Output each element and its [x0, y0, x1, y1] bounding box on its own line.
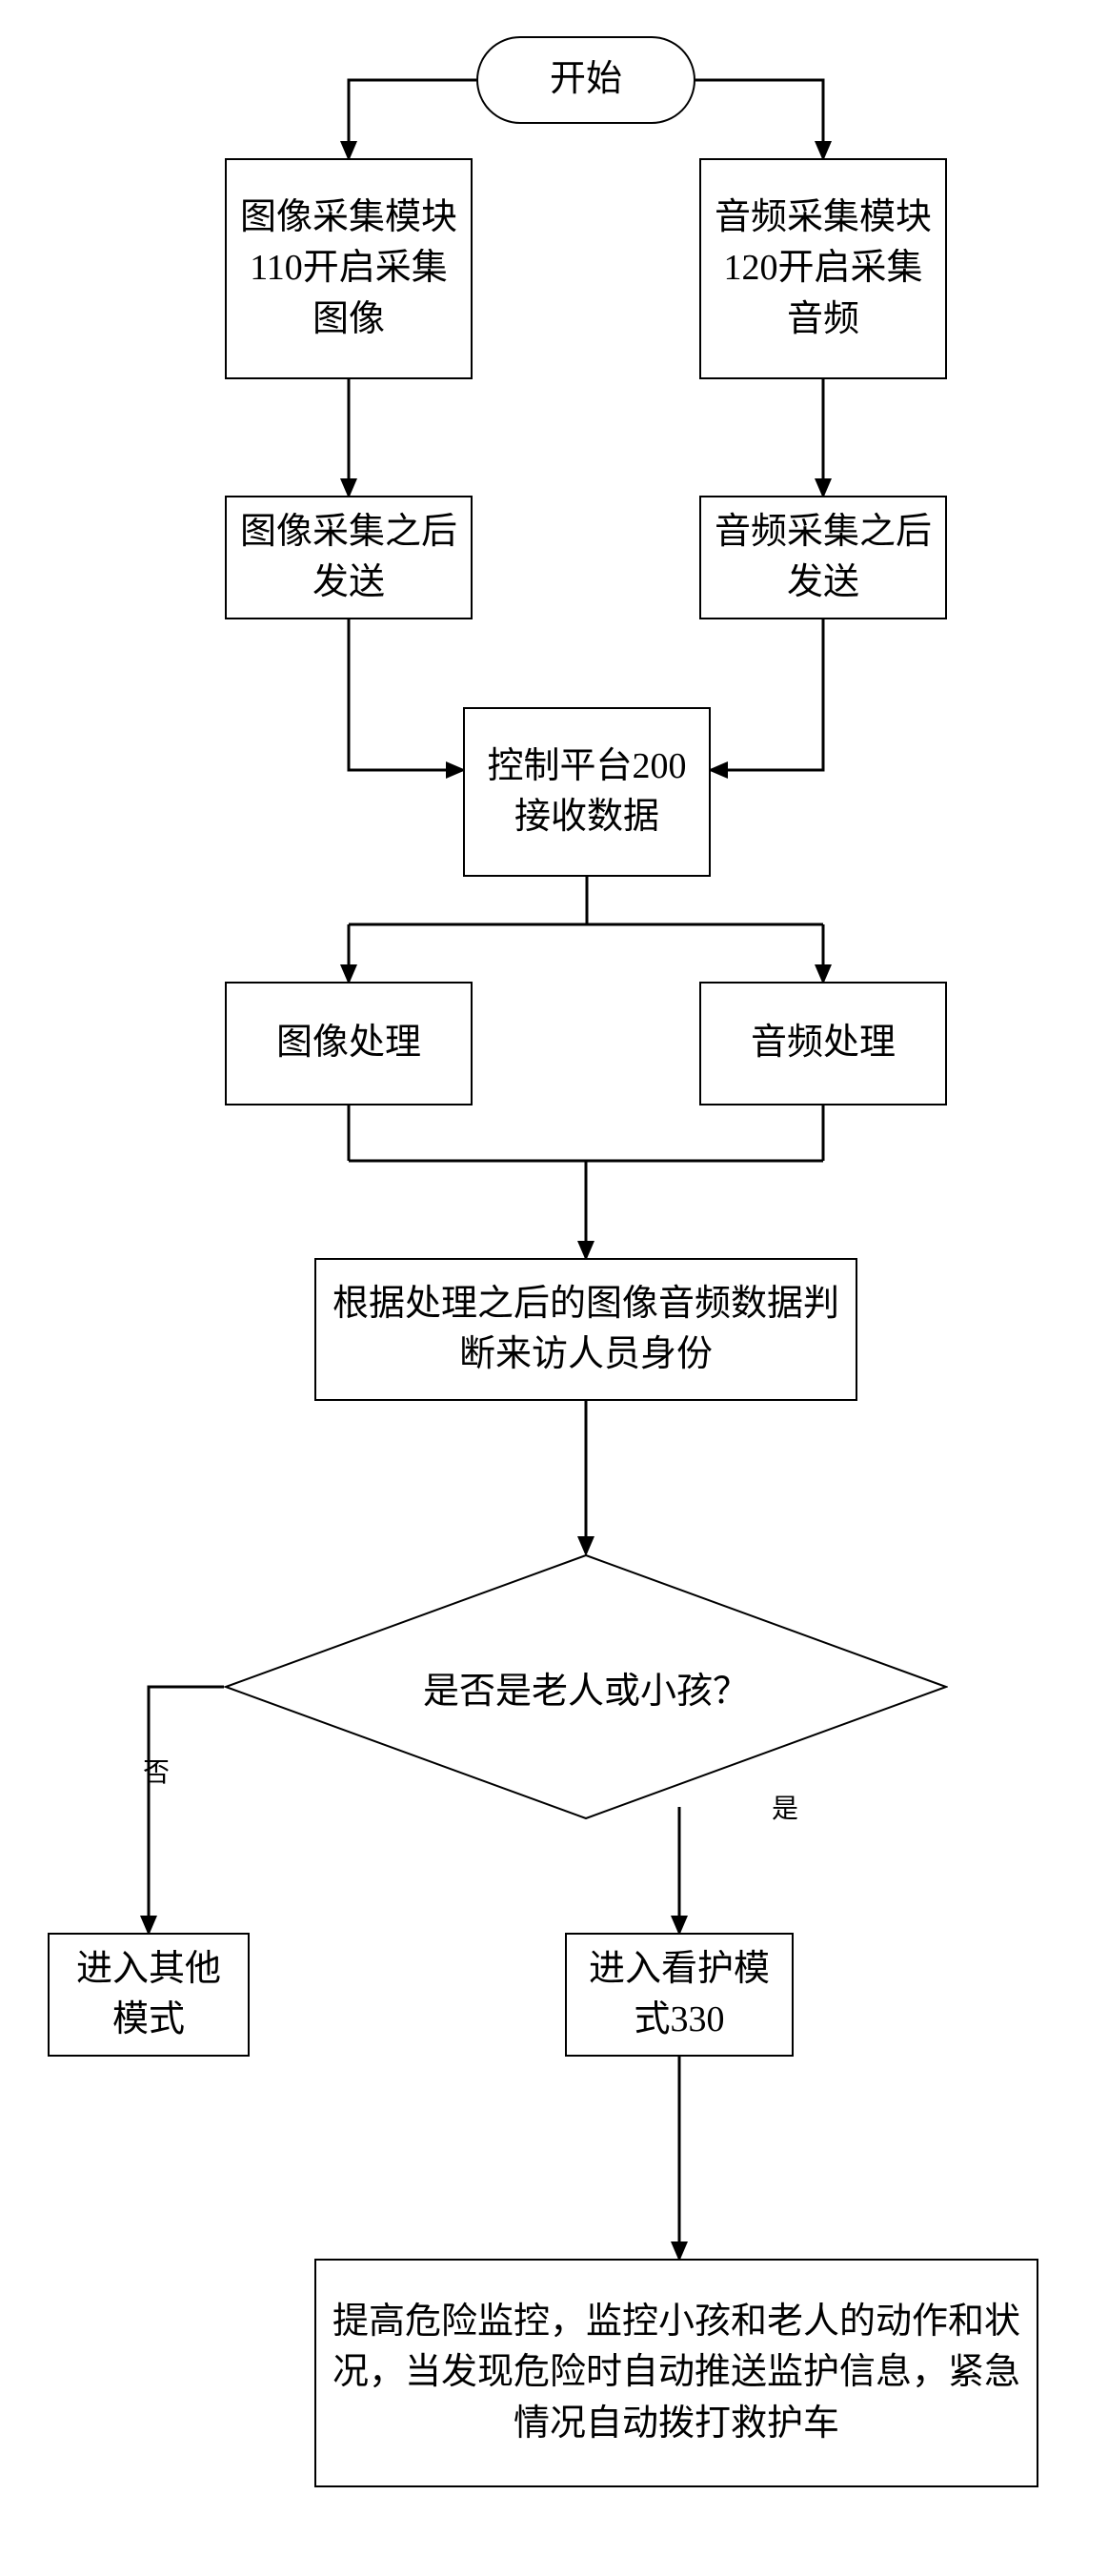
judge-identity-label: 根据处理之后的图像音频数据判断来访人员身份 [326, 1279, 846, 1380]
flowchart-canvas: 开始 图像采集模块110开启采集图像 音频采集模块120开启采集音频 图像采集之… [0, 0, 1108, 2576]
care-mode-label: 进入看护模式330 [576, 1944, 782, 2045]
audio-collect-node: 音频采集模块120开启采集音频 [699, 158, 947, 379]
care-mode-node: 进入看护模式330 [565, 1933, 794, 2057]
decision-node: 是否是老人或小孩？ [224, 1553, 948, 1820]
decision-label: 是否是老人或小孩？ [423, 1661, 749, 1714]
detail-node: 提高危险监控，监控小孩和老人的动作和状况，当发现危险时自动推送监护信息，紧急情况… [314, 2259, 1038, 2487]
judge-identity-node: 根据处理之后的图像音频数据判断来访人员身份 [314, 1258, 857, 1401]
edge-label-no: 否 [143, 1752, 170, 1790]
other-mode-node: 进入其他模式 [48, 1933, 250, 2057]
image-send-node: 图像采集之后发送 [225, 496, 473, 619]
audio-process-node: 音频处理 [699, 982, 947, 1105]
yes-text: 是 [772, 1795, 798, 1824]
control-receive-node: 控制平台200接收数据 [463, 707, 711, 877]
image-collect-label: 图像采集模块110开启采集图像 [236, 193, 461, 345]
audio-collect-label: 音频采集模块120开启采集音频 [711, 193, 936, 345]
other-mode-label: 进入其他模式 [59, 1944, 238, 2045]
audio-process-label: 音频处理 [751, 1018, 896, 1068]
image-process-label: 图像处理 [276, 1018, 421, 1068]
audio-send-node: 音频采集之后发送 [699, 496, 947, 619]
control-receive-label: 控制平台200接收数据 [474, 741, 699, 842]
start-label: 开始 [550, 54, 622, 105]
image-collect-node: 图像采集模块110开启采集图像 [225, 158, 473, 379]
audio-send-label: 音频采集之后发送 [711, 507, 936, 608]
detail-label: 提高危险监控，监控小孩和老人的动作和状况，当发现危险时自动推送监护信息，紧急情况… [326, 2297, 1027, 2449]
image-send-label: 图像采集之后发送 [236, 507, 461, 608]
no-text: 否 [143, 1758, 170, 1788]
start-node: 开始 [476, 36, 695, 124]
image-process-node: 图像处理 [225, 982, 473, 1105]
edge-label-yes: 是 [772, 1788, 798, 1826]
